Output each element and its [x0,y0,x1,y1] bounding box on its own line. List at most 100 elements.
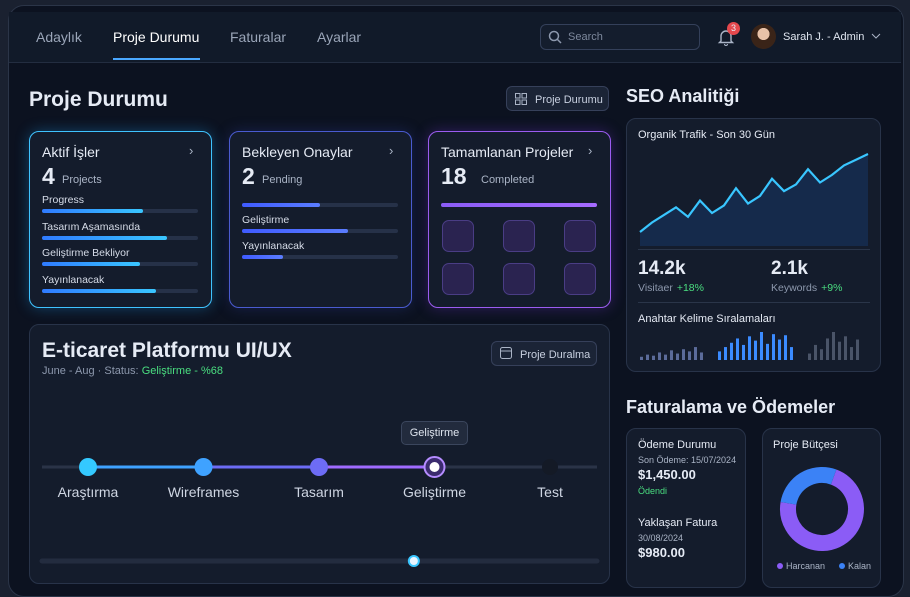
section-button[interactable]: Proje Durumu [506,86,609,111]
step-dot [194,458,213,476]
task-icon[interactable] [503,220,535,252]
rank-bar [730,342,733,360]
task-icon[interactable] [564,263,596,295]
project-title: E-ticaret Platformu UI/UX [42,339,292,362]
rank-bar [766,343,769,360]
progress-fill [42,262,141,266]
progress-fill [242,203,320,207]
project-status: Geliştirme - %68 [141,365,223,377]
button-label: Proje Durumu [535,94,603,106]
doc-icon [500,347,512,359]
step-dot [542,459,558,475]
nav-tab[interactable]: Ayarlar [317,29,362,45]
rank-bar [820,349,823,360]
divider [638,302,870,303]
progress-fill [242,255,283,259]
rank-bar [682,349,685,360]
rank-bar [664,354,667,360]
card-unit: Pending [262,174,303,186]
rank-bar [670,350,673,360]
rank-bar [778,339,781,360]
rank-title: Anahtar Kelime Sıralamaları [638,313,776,325]
grid-icon [515,93,527,105]
rank-bar [646,354,649,360]
payment-amount: $1,450.00 [638,467,696,482]
progress-track [242,203,398,207]
upcoming-amount: $980.00 [638,545,685,560]
legend-label: Kalan [848,561,871,569]
seo-card [626,118,881,372]
card-title: Tamamlanan Projeler [441,144,574,160]
avatar[interactable] [751,24,776,49]
step-dot [429,462,440,472]
task-icon[interactable] [503,263,535,295]
search-placeholder: Search [568,31,603,43]
legend-dot [777,563,783,569]
nav-tab[interactable]: Faturalar [230,29,287,45]
nav-tab[interactable]: Adaylık [36,29,82,45]
section-title: Proje Durumu [29,88,168,111]
traffic-line [639,153,869,233]
rank-bar [694,347,697,360]
progress-fill [242,229,349,233]
rank-bar [748,336,751,360]
user-name[interactable]: Sarah J. - Admin [783,31,865,43]
upcoming-title: Yaklaşan Fatura [638,517,718,529]
progress-track [42,209,198,213]
card-title: Aktif İşler [42,144,100,160]
rank-bar [760,332,763,360]
search-box[interactable] [540,24,700,50]
rank-bar [658,352,661,360]
stat-label: Visitaer [638,282,673,294]
project-button[interactable]: Proje Duralma [491,341,597,366]
item-label: Progress [42,194,85,206]
upcoming-date: 30/08/2024 [638,533,684,543]
payment-title: Ödeme Durumu [638,439,717,451]
card-unit: Projects [62,174,102,186]
meta: June - Aug · Status: [42,365,139,377]
rank-bar [832,332,835,360]
progress-track [42,288,198,293]
item-label: Yayınlanacak [242,240,305,252]
task-icon[interactable] [442,220,474,252]
rank-bar [826,338,829,360]
progress-track [242,229,398,233]
project-card [29,324,610,584]
rank-bar [640,356,643,360]
step-dot [310,458,328,476]
card-title: Bekleyen Onaylar [242,144,353,160]
task-icon[interactable] [564,220,596,252]
step-label: Test [537,484,563,500]
rank-bar [814,344,817,360]
notification-badge: 3 [727,22,740,35]
card-count: 2 [242,163,255,189]
status-card[interactable] [229,131,412,308]
step-dot [79,458,97,476]
progress-track [42,262,198,266]
card-count: 4 [42,163,55,189]
card-unit: Completed [481,174,535,186]
rank-bar [688,351,691,360]
chevron [871,33,881,39]
rank-bar [718,351,721,360]
task-icon[interactable] [442,263,474,295]
rank-bar [676,353,679,360]
payment-state: Ödendi [638,486,668,496]
step-label: Araştırma [58,484,119,500]
legend-dot [839,563,845,569]
chart-title: Organik Trafik - Son 30 Gün [638,129,775,141]
rank-bar [850,347,853,360]
rank-bar [784,335,787,360]
item-label: Tasarım Aşamasında [42,220,141,233]
divider [638,249,870,250]
progress-fill [42,235,167,240]
progress-knob [407,555,420,567]
card-arrow: › [588,143,593,158]
status-card[interactable] [29,131,212,308]
stat-row: Keywords +9% [771,283,842,294]
tooltip: Geliştirme [401,421,468,445]
stat-value: 14.2k [638,258,686,279]
step-label: Geliştirme [403,484,466,500]
card-arrow: › [189,143,194,158]
nav-tab[interactable]: Proje Durumu [113,29,200,45]
